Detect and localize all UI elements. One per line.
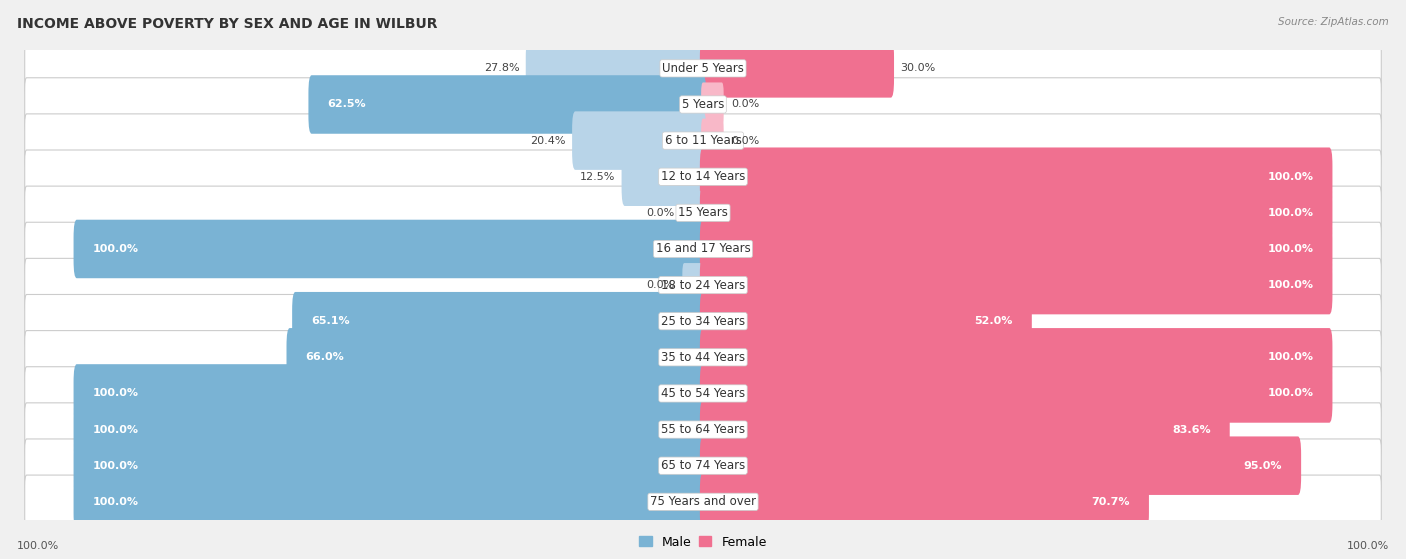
FancyBboxPatch shape xyxy=(25,78,1381,131)
FancyBboxPatch shape xyxy=(621,148,706,206)
FancyBboxPatch shape xyxy=(25,295,1381,348)
Text: 100.0%: 100.0% xyxy=(1268,352,1313,362)
Text: 55 to 64 Years: 55 to 64 Years xyxy=(661,423,745,436)
Text: 45 to 54 Years: 45 to 54 Years xyxy=(661,387,745,400)
FancyBboxPatch shape xyxy=(572,111,706,170)
FancyBboxPatch shape xyxy=(702,119,724,163)
FancyBboxPatch shape xyxy=(25,41,1381,95)
Legend: Male, Female: Male, Female xyxy=(634,530,772,553)
FancyBboxPatch shape xyxy=(292,292,706,350)
Text: 35 to 44 Years: 35 to 44 Years xyxy=(661,351,745,364)
FancyBboxPatch shape xyxy=(700,400,1230,459)
Text: 100.0%: 100.0% xyxy=(17,541,59,551)
Text: 100.0%: 100.0% xyxy=(93,244,138,254)
Text: 65 to 74 Years: 65 to 74 Years xyxy=(661,459,745,472)
FancyBboxPatch shape xyxy=(25,222,1381,276)
FancyBboxPatch shape xyxy=(73,400,706,459)
Text: 100.0%: 100.0% xyxy=(93,425,138,434)
FancyBboxPatch shape xyxy=(287,328,706,387)
FancyBboxPatch shape xyxy=(700,256,1333,314)
FancyBboxPatch shape xyxy=(25,403,1381,456)
Text: 100.0%: 100.0% xyxy=(1268,208,1313,218)
Text: 20.4%: 20.4% xyxy=(530,136,565,145)
Text: 27.8%: 27.8% xyxy=(484,63,519,73)
Text: 15 Years: 15 Years xyxy=(678,206,728,219)
Text: 100.0%: 100.0% xyxy=(1268,244,1313,254)
FancyBboxPatch shape xyxy=(73,364,706,423)
FancyBboxPatch shape xyxy=(682,191,704,235)
Text: 62.5%: 62.5% xyxy=(328,100,366,110)
FancyBboxPatch shape xyxy=(25,330,1381,384)
Text: 100.0%: 100.0% xyxy=(93,389,138,399)
Text: 100.0%: 100.0% xyxy=(93,461,138,471)
Text: 83.6%: 83.6% xyxy=(1173,425,1211,434)
Text: 6 to 11 Years: 6 to 11 Years xyxy=(665,134,741,147)
Text: 0.0%: 0.0% xyxy=(731,136,759,145)
FancyBboxPatch shape xyxy=(25,258,1381,312)
Text: 5 Years: 5 Years xyxy=(682,98,724,111)
Text: Under 5 Years: Under 5 Years xyxy=(662,62,744,75)
Text: 70.7%: 70.7% xyxy=(1091,497,1130,507)
Text: 75 Years and over: 75 Years and over xyxy=(650,495,756,508)
Text: 0.0%: 0.0% xyxy=(647,280,675,290)
FancyBboxPatch shape xyxy=(700,183,1333,242)
FancyBboxPatch shape xyxy=(25,186,1381,240)
FancyBboxPatch shape xyxy=(25,367,1381,420)
Text: 100.0%: 100.0% xyxy=(1268,280,1313,290)
FancyBboxPatch shape xyxy=(700,437,1301,495)
FancyBboxPatch shape xyxy=(700,292,1032,350)
Text: 100.0%: 100.0% xyxy=(1268,389,1313,399)
FancyBboxPatch shape xyxy=(25,114,1381,167)
Text: 95.0%: 95.0% xyxy=(1244,461,1282,471)
Text: 52.0%: 52.0% xyxy=(974,316,1012,326)
Text: 0.0%: 0.0% xyxy=(647,208,675,218)
FancyBboxPatch shape xyxy=(700,364,1333,423)
Text: 100.0%: 100.0% xyxy=(93,497,138,507)
FancyBboxPatch shape xyxy=(700,328,1333,387)
Text: 100.0%: 100.0% xyxy=(1268,172,1313,182)
FancyBboxPatch shape xyxy=(700,220,1333,278)
FancyBboxPatch shape xyxy=(25,475,1381,529)
FancyBboxPatch shape xyxy=(73,220,706,278)
FancyBboxPatch shape xyxy=(700,39,894,98)
Text: 66.0%: 66.0% xyxy=(305,352,344,362)
FancyBboxPatch shape xyxy=(526,39,706,98)
Text: 0.0%: 0.0% xyxy=(731,100,759,110)
FancyBboxPatch shape xyxy=(25,439,1381,492)
Text: 16 and 17 Years: 16 and 17 Years xyxy=(655,243,751,255)
Text: 65.1%: 65.1% xyxy=(311,316,350,326)
FancyBboxPatch shape xyxy=(73,472,706,531)
FancyBboxPatch shape xyxy=(702,83,724,126)
Text: Source: ZipAtlas.com: Source: ZipAtlas.com xyxy=(1278,17,1389,27)
FancyBboxPatch shape xyxy=(682,263,704,307)
FancyBboxPatch shape xyxy=(308,75,706,134)
Text: 18 to 24 Years: 18 to 24 Years xyxy=(661,278,745,292)
Text: INCOME ABOVE POVERTY BY SEX AND AGE IN WILBUR: INCOME ABOVE POVERTY BY SEX AND AGE IN W… xyxy=(17,17,437,31)
Text: 100.0%: 100.0% xyxy=(1347,541,1389,551)
Text: 25 to 34 Years: 25 to 34 Years xyxy=(661,315,745,328)
Text: 12 to 14 Years: 12 to 14 Years xyxy=(661,170,745,183)
FancyBboxPatch shape xyxy=(700,148,1333,206)
Text: 12.5%: 12.5% xyxy=(579,172,616,182)
Text: 30.0%: 30.0% xyxy=(900,63,935,73)
FancyBboxPatch shape xyxy=(25,150,1381,203)
FancyBboxPatch shape xyxy=(700,472,1149,531)
FancyBboxPatch shape xyxy=(73,437,706,495)
